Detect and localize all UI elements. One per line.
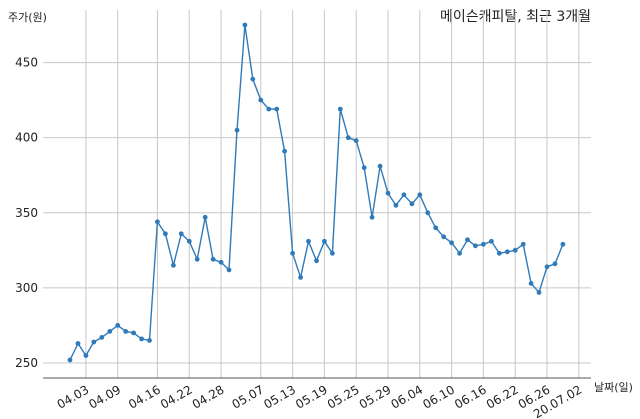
x-tick-label: 04.22 [158,382,195,411]
data-point [385,190,391,196]
data-point [528,281,534,286]
x-tick-label: 04.16 [126,382,163,411]
price-series-line [69,24,564,361]
data-point [449,240,454,246]
data-point [139,336,145,342]
y-tick-label: 450 [15,56,38,70]
data-point [353,138,359,144]
data-point [178,231,184,237]
data-point [186,238,192,244]
x-tick-label: 04.03 [55,382,92,411]
x-tick-label: 04.28 [190,382,227,411]
data-point [266,106,272,112]
y-tick-label: 350 [15,206,38,220]
data-point [210,256,216,262]
data-point [242,22,248,28]
x-tick-label: 06.22 [484,382,521,411]
x-tick-label: 05.13 [261,382,298,411]
data-point [457,250,462,256]
data-point [512,247,518,253]
y-axis-label: 주가(원) [8,11,47,24]
data-point [417,192,423,198]
data-point [258,97,264,103]
data-point [504,249,510,255]
x-axis-label: 날짜(일) [594,380,633,394]
data-point [218,259,224,265]
data-point [282,148,287,154]
data-point [147,338,152,343]
data-point [234,127,240,133]
y-tick-label: 300 [15,281,38,295]
data-point [91,339,97,345]
data-point [75,341,81,346]
data-point [171,262,176,268]
data-point [123,329,129,334]
data-point [99,335,105,340]
data-point [155,219,160,225]
data-point [314,258,319,264]
data-point [226,267,232,273]
data-point [337,106,343,112]
data-point [298,275,303,280]
data-point [361,165,367,171]
data-point [473,243,478,249]
data-point [306,238,311,244]
data-point [330,250,335,256]
y-tick-label: 400 [15,131,38,145]
data-point [520,241,526,247]
x-tick-label: 05.25 [325,382,362,411]
x-tick-label: 05.07 [230,382,267,411]
data-point [544,264,550,270]
data-point [441,234,447,240]
data-point [322,238,327,244]
data-point [369,214,375,220]
data-point [202,214,208,220]
data-point [489,238,494,244]
x-tick-label: 05.29 [357,382,394,411]
data-point [560,241,566,247]
y-axis-ticks: 250 300 350 400 450 [15,56,38,370]
data-point [536,290,542,295]
data-point [194,256,200,262]
data-point [107,329,113,334]
data-point [115,323,121,328]
x-tick-label: 06.04 [389,382,426,411]
grid-lines [43,10,591,378]
y-tick-label: 250 [15,356,38,370]
data-point [290,250,295,256]
x-tick-label: 06.10 [420,382,457,411]
price-series-points [67,22,566,363]
data-point [377,163,383,169]
data-point [496,250,502,256]
data-point [481,241,486,247]
data-point [425,210,431,216]
data-point [83,353,89,358]
data-point [393,202,399,208]
data-point [163,231,168,237]
data-point [433,225,439,231]
data-point [131,330,137,336]
data-point [401,192,407,198]
x-tick-label: 04.09 [86,382,123,411]
x-tick-label: 06.16 [452,382,489,411]
data-point [465,237,470,243]
data-point [552,261,558,267]
data-point [409,201,415,207]
data-point [67,357,73,363]
data-point [345,135,351,141]
x-tick-label: 05.19 [293,382,330,411]
data-point [250,76,256,82]
data-point [274,106,280,112]
